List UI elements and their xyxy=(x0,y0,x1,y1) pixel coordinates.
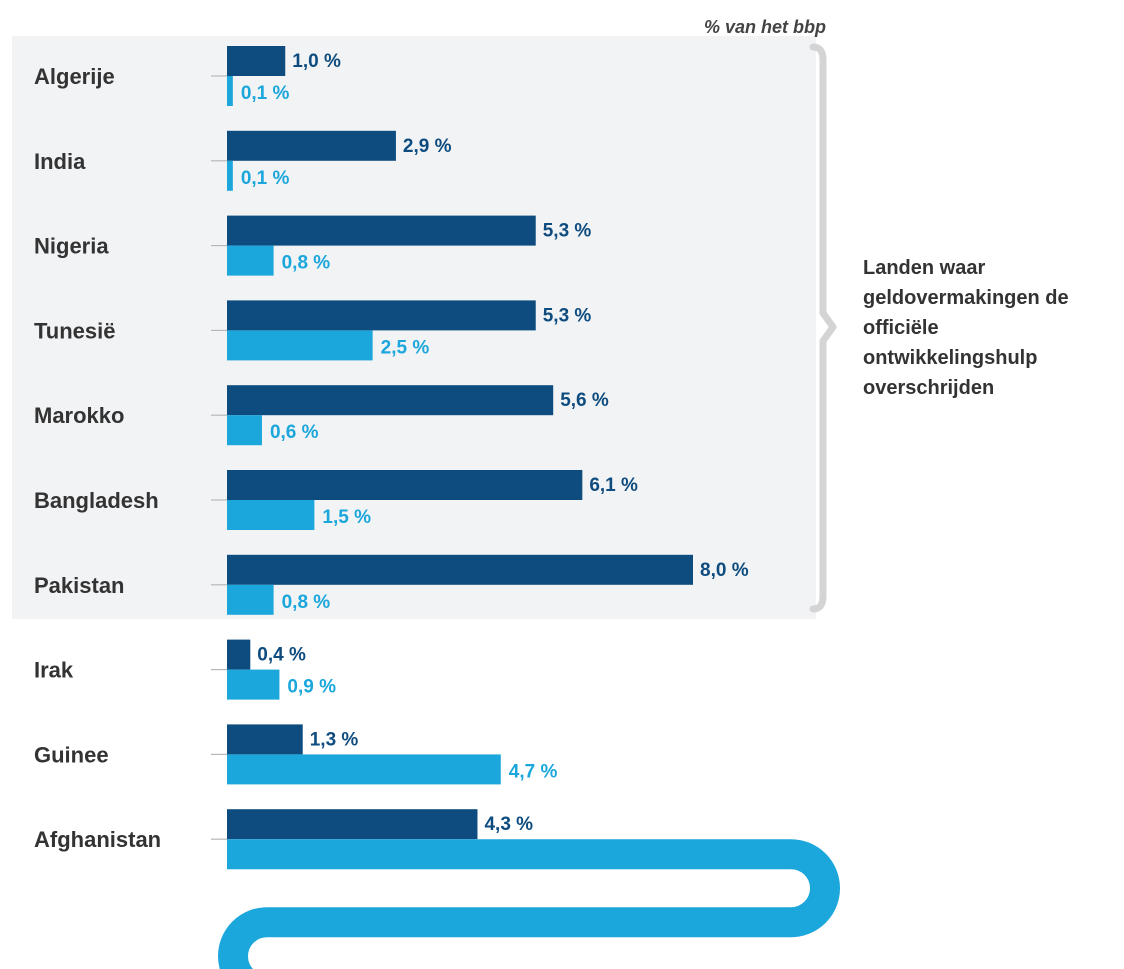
data-label-dark: 6,1 % xyxy=(589,475,638,496)
bar-light xyxy=(227,584,274,615)
category-label: Afghanistan xyxy=(34,827,161,852)
row-india: India 2,9 % 0,1 % xyxy=(34,130,452,191)
bar-light xyxy=(227,500,315,530)
category-label: Tunesië xyxy=(34,318,116,343)
annotation-line: overschrijden xyxy=(863,377,994,399)
bar-light xyxy=(227,160,233,191)
bar-dark xyxy=(227,130,396,161)
row-marokko: Marokko 5,6 % 0,6 % xyxy=(34,385,609,446)
bar-light xyxy=(227,76,233,106)
bar-dark xyxy=(227,46,286,76)
data-label-dark: 5,3 % xyxy=(543,305,592,326)
row-algerije: Algerije 1,0 %0,1 % xyxy=(34,46,341,106)
data-label-dark: 0,4 % xyxy=(257,645,306,666)
data-label-dark: 8,0 % xyxy=(700,560,749,581)
data-label-dark: 1,3 % xyxy=(310,729,359,750)
bar-dark xyxy=(227,724,303,755)
bar-light xyxy=(227,669,280,700)
category-label: Marokko xyxy=(34,403,124,428)
data-label-light: 0,8 % xyxy=(282,592,331,613)
data-label-dark: 4,3 % xyxy=(484,814,533,835)
row-irak: Irak 0,4 % 0,9 % xyxy=(34,639,336,700)
row-nigeria: Nigeria 5,3 % 0,8 % xyxy=(34,215,592,276)
row-pakistan: Pakistan 8,0 % 0,8 % xyxy=(34,554,749,615)
category-label: Irak xyxy=(34,658,74,683)
category-label: Nigeria xyxy=(34,234,109,259)
data-label-light: 0,6 % xyxy=(270,422,319,443)
row-bangladesh: Bangladesh 6,1 % 1,5 % xyxy=(34,470,638,530)
bar-dark xyxy=(227,385,554,416)
category-label: Pakistan xyxy=(34,573,125,598)
highlight-group-bracket xyxy=(809,43,837,613)
bar-light xyxy=(227,330,373,361)
data-label-light: 4,7 % xyxy=(509,761,558,782)
row-tunesie: Tunesië 5,3 % 2,5 % xyxy=(34,300,592,361)
data-label-light: 1,5 % xyxy=(322,507,371,528)
highlight-group-annotation: Landen waar geldovermakingen de officiële o… xyxy=(863,257,1069,399)
data-label-light: 0,1 % xyxy=(241,168,290,189)
data-label-light: 0,8 % xyxy=(282,253,331,274)
category-label: India xyxy=(34,149,86,174)
bar-dark xyxy=(227,809,478,840)
data-label-light: 0,1 % xyxy=(241,83,290,104)
category-label: Guinee xyxy=(34,742,109,767)
annotation-line: ontwikkelingshulp xyxy=(863,347,1037,369)
annotation-line: Landen waar xyxy=(863,257,985,279)
category-label: Bangladesh xyxy=(34,488,159,513)
data-label-dark: 1,0 % xyxy=(292,51,341,72)
bar-light-folded xyxy=(218,839,840,969)
data-label-dark: 5,6 % xyxy=(560,390,609,411)
bar-dark xyxy=(227,470,583,500)
bar-light xyxy=(227,245,274,276)
bar-dark xyxy=(227,554,693,585)
unit-label: % van het bbp xyxy=(704,17,826,37)
bar-dark xyxy=(227,215,536,246)
data-label-dark: 2,9 % xyxy=(403,136,452,157)
data-label-light: 0,9 % xyxy=(287,677,336,698)
bar-light xyxy=(227,754,501,785)
annotation-line: officiële xyxy=(863,317,939,339)
bar-dark xyxy=(227,639,251,670)
data-label-dark: 5,3 % xyxy=(543,221,592,242)
data-label-light: 2,5 % xyxy=(381,337,430,358)
category-label: Algerije xyxy=(34,64,115,89)
row-guinee: Guinee 1,3 % 4,7 % xyxy=(34,724,558,785)
bar-light xyxy=(227,415,262,446)
bar-dark xyxy=(227,300,536,331)
annotation-line: geldovermakingen de xyxy=(863,287,1069,309)
